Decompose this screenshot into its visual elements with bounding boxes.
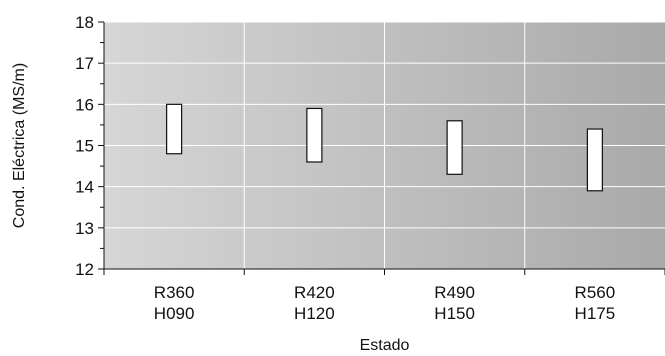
x-axis-title: Estado (360, 337, 410, 354)
x-tick-label-line: H090 (154, 304, 195, 323)
range-bar (446, 120, 463, 175)
x-tick-label-line: H175 (575, 304, 616, 323)
x-tick-label-line: R360 (154, 283, 195, 302)
x-tick-label: R490 H150 (434, 283, 475, 323)
y-tick-label: 15 (75, 137, 94, 156)
y-tick-label: 14 (75, 178, 94, 197)
range-bar (306, 107, 323, 163)
range-bar (586, 128, 603, 192)
tick-labels: 12 13 14 15 16 17 18 R360 H090 R420 H120 R490 H150 R5… (75, 13, 615, 323)
y-tick-label: 17 (75, 54, 94, 73)
range-bar (166, 103, 183, 155)
y-tick-label: 12 (75, 260, 94, 279)
x-tick-label-line: R420 (294, 283, 335, 302)
range-bars (166, 103, 603, 192)
x-tick-label-line: R560 (575, 283, 616, 302)
x-tick-label: R420 H120 (294, 283, 335, 323)
x-tick-label: R360 H090 (154, 283, 195, 323)
x-tick-label: R560 H175 (575, 283, 616, 323)
x-tick-label-line: H120 (294, 304, 335, 323)
x-tick-label-line: H150 (434, 304, 475, 323)
y-tick-label: 18 (75, 13, 94, 32)
x-tick-label-line: R490 (434, 283, 475, 302)
axes (98, 21, 665, 275)
y-tick-label: 16 (75, 95, 94, 114)
y-axis-title: Cond. Eléctrica (MS/m) (11, 63, 28, 228)
grid-lines (104, 21, 665, 269)
y-tick-label: 13 (75, 219, 94, 238)
